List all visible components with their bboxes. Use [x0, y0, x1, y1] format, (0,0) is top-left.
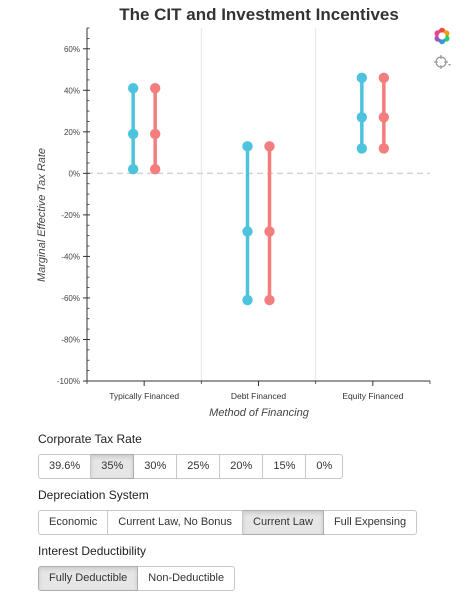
option-button[interactable]: Non-Deductible	[138, 566, 236, 591]
data-point	[242, 141, 253, 152]
option-button[interactable]: 20%	[220, 454, 264, 479]
data-point	[264, 141, 275, 152]
option-button[interactable]: 25%	[177, 454, 221, 479]
option-button[interactable]: 39.6%	[38, 454, 92, 479]
data-point	[378, 143, 390, 154]
y-tick-label: 0%	[68, 169, 80, 178]
interest-deductibility-group: Fully Deductible Non-Deductible	[38, 566, 236, 591]
option-button[interactable]: Current Law	[243, 510, 324, 535]
x-axis-label: Method of Financing	[209, 407, 310, 419]
x-tick-label: Debt Financed	[231, 391, 287, 401]
y-tick-label: -80%	[61, 335, 80, 344]
option-button[interactable]: Economic	[38, 510, 109, 535]
depreciation-system-group: Economic Current Law, No Bonus Current Law…	[38, 510, 418, 535]
chart-title: The CIT and Investment Incentives	[119, 5, 399, 24]
corporate-tax-rate-label: Corporate Tax Rate	[38, 432, 142, 446]
data-point	[242, 226, 253, 237]
data-point	[378, 112, 390, 123]
y-tick-label: -40%	[61, 252, 80, 261]
x-tick-label: Typically Financed	[109, 391, 179, 401]
y-tick-label: 60%	[64, 45, 80, 54]
y-tick-label: -20%	[61, 211, 80, 220]
y-tick-label: 20%	[64, 128, 80, 137]
x-tick-label: Equity Financed	[342, 391, 403, 401]
data-point	[127, 83, 139, 94]
data-point	[264, 294, 275, 306]
data-point	[149, 83, 161, 94]
y-tick-label: -60%	[61, 294, 80, 303]
option-button[interactable]: 35%	[91, 454, 135, 479]
y-tick-label: -100%	[57, 377, 80, 386]
chart: The CIT and Investment Incentives 60% 40%…	[36, 5, 431, 419]
data-point	[242, 294, 253, 306]
data-point	[378, 72, 390, 84]
option-button[interactable]: 15%	[263, 454, 307, 479]
data-point	[356, 143, 368, 154]
option-button[interactable]: 0%	[306, 454, 344, 479]
data-point	[127, 128, 139, 140]
chart-toolbar	[432, 26, 454, 78]
y-tick-label: 40%	[64, 86, 80, 95]
option-button[interactable]: 30%	[134, 454, 178, 479]
data-point	[264, 226, 275, 237]
data-point	[127, 164, 139, 175]
depreciation-system-label: Depreciation System	[38, 488, 149, 502]
data-point	[356, 72, 368, 84]
crosshair-tool-icon[interactable]	[432, 52, 452, 72]
data-point	[149, 128, 161, 140]
data-point	[149, 164, 161, 175]
option-button[interactable]: Current Law, No Bonus	[108, 510, 244, 535]
option-button[interactable]: Full Expensing	[323, 510, 418, 535]
interest-deductibility-label: Interest Deductibility	[38, 544, 147, 558]
y-axis-label: Marginal Effective Tax Rate	[36, 148, 48, 282]
bokeh-logo-icon[interactable]	[432, 26, 452, 46]
option-button[interactable]: Fully Deductible	[38, 566, 139, 591]
data-point	[356, 112, 368, 123]
corporate-tax-rate-group: 39.6% 35% 30% 25% 20% 15% 0%	[38, 454, 344, 479]
